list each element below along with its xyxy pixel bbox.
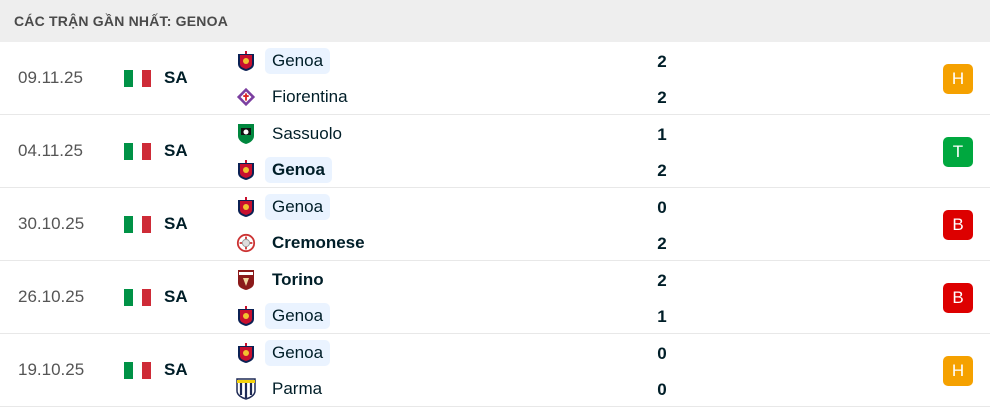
- match-row[interactable]: 04.11.25 SA Sassuolo 1 Genoa 2 T: [0, 115, 990, 188]
- match-row[interactable]: 09.11.25 SA Genoa 2 Fiorentina 2 H: [0, 42, 990, 115]
- away-team-name: Genoa: [265, 157, 332, 183]
- genoa-crest-icon: [236, 196, 256, 218]
- parma-crest-icon: [236, 378, 256, 400]
- home-team[interactable]: Genoa: [236, 339, 331, 367]
- away-team-name: Fiorentina: [272, 87, 348, 106]
- home-team[interactable]: Genoa: [236, 193, 331, 221]
- match-row[interactable]: 26.10.25 SA Torino 2 Genoa 1 B: [0, 261, 990, 334]
- away-team[interactable]: Genoa: [236, 156, 332, 184]
- away-score: 2: [657, 161, 667, 180]
- result-badge: T: [943, 137, 973, 167]
- league-code: SA: [164, 287, 188, 306]
- match-date: 19.10.25: [18, 360, 85, 379]
- home-score: 0: [657, 344, 667, 363]
- result-badge: B: [943, 283, 973, 313]
- match-row[interactable]: 19.10.25 SA Genoa 0 Parma 0 H: [0, 334, 990, 407]
- torino-crest-icon: [236, 269, 256, 291]
- home-score: 2: [657, 271, 667, 290]
- italy-flag-icon: [124, 216, 151, 233]
- away-team-name: Parma: [272, 379, 323, 398]
- league-code: SA: [164, 141, 188, 160]
- home-score: 0: [657, 198, 667, 217]
- match-row[interactable]: 30.10.25 SA Genoa 0 Cremonese 2 B: [0, 188, 990, 261]
- italy-flag-icon: [124, 362, 151, 379]
- home-team-name: Torino: [272, 270, 324, 289]
- home-team-name: Genoa: [265, 194, 331, 220]
- genoa-crest-icon: [236, 50, 256, 72]
- league-code: SA: [164, 68, 188, 87]
- genoa-crest-icon: [236, 342, 256, 364]
- italy-flag-icon: [124, 70, 151, 87]
- home-team-name: Genoa: [265, 340, 331, 366]
- home-team[interactable]: Sassuolo: [236, 120, 349, 148]
- away-score: 1: [657, 307, 667, 326]
- away-team-name: Cremonese: [272, 233, 365, 252]
- match-list: 09.11.25 SA Genoa 2 Fiorentina 2 H 04.11.…: [0, 42, 990, 407]
- genoa-crest-icon: [236, 159, 256, 181]
- away-team[interactable]: Parma: [236, 375, 329, 403]
- result-badge: H: [943, 64, 973, 94]
- away-team[interactable]: Cremonese: [236, 229, 372, 257]
- sassuolo-crest-icon: [236, 123, 256, 145]
- league-code: SA: [164, 360, 188, 379]
- away-team[interactable]: Genoa: [236, 302, 331, 330]
- genoa-crest-icon: [236, 305, 256, 327]
- match-date: 26.10.25: [18, 287, 85, 306]
- home-team[interactable]: Torino: [236, 266, 331, 294]
- match-date: 04.11.25: [18, 141, 83, 160]
- section-title: CÁC TRẬN GẦN NHẤT: GENOA: [0, 0, 990, 42]
- fiorentina-crest-icon: [236, 86, 256, 108]
- cremonese-crest-icon: [236, 232, 256, 254]
- away-score: 2: [657, 88, 667, 107]
- away-team-name: Genoa: [265, 303, 331, 329]
- away-score: 2: [657, 234, 667, 253]
- away-score: 0: [657, 380, 667, 399]
- home-team[interactable]: Genoa: [236, 47, 331, 75]
- result-badge: B: [943, 210, 973, 240]
- league-code: SA: [164, 214, 188, 233]
- result-badge: H: [943, 356, 973, 386]
- home-team-name: Genoa: [265, 48, 331, 74]
- home-score: 1: [657, 125, 667, 144]
- away-team[interactable]: Fiorentina: [236, 83, 355, 111]
- match-date: 09.11.25: [18, 68, 83, 87]
- italy-flag-icon: [124, 289, 151, 306]
- italy-flag-icon: [124, 143, 151, 160]
- match-date: 30.10.25: [18, 214, 85, 233]
- home-team-name: Sassuolo: [272, 124, 342, 143]
- home-score: 2: [657, 52, 667, 71]
